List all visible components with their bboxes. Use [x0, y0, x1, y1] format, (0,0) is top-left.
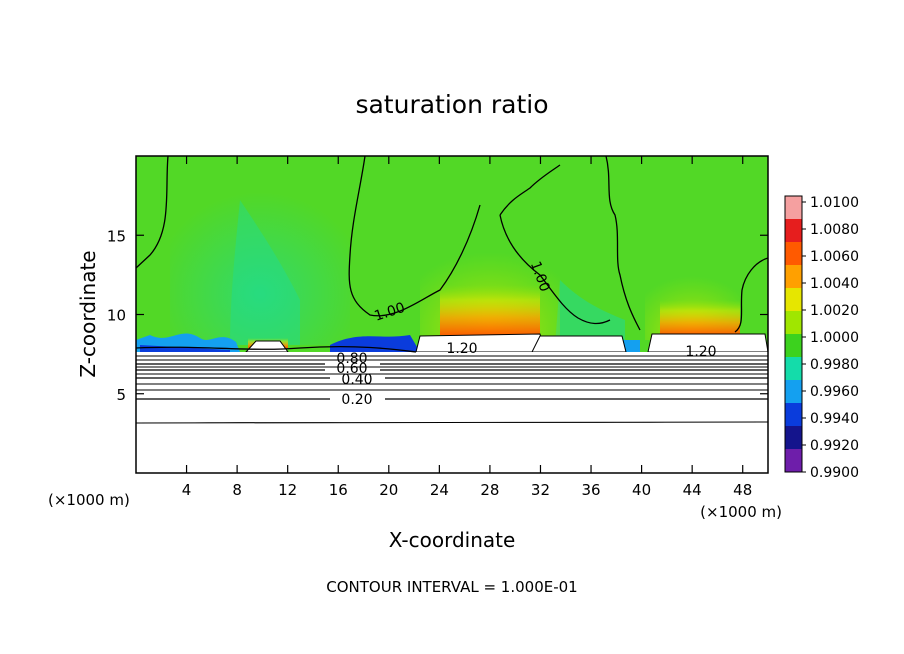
cloud-region — [531, 335, 627, 353]
colorbar-swatch — [785, 196, 802, 220]
x-tick-label: 44 — [683, 481, 702, 499]
colorbar-label: 1.0080 — [810, 222, 859, 238]
contour-line-1.00 — [348, 156, 481, 317]
colorbar-swatch — [785, 334, 802, 358]
colorbar-swatch — [785, 242, 802, 266]
x-axis-unit-right: (×1000 m) — [700, 503, 782, 521]
x-tick-label: 48 — [733, 481, 752, 499]
field-cyan-zone — [555, 280, 625, 345]
contour-line-1.00 — [605, 156, 641, 331]
field-blue-zone — [330, 335, 420, 352]
contour-interval-note: CONTOUR INTERVAL = 1.000E-01 — [326, 578, 577, 596]
colorbar-swatch — [785, 357, 802, 381]
colorbar-label: 0.9960 — [810, 384, 859, 400]
contour-label: 1.20 — [446, 341, 477, 357]
colorbar-swatch — [785, 380, 802, 404]
contour-line-1.00 — [499, 214, 611, 325]
x-tick-label: 24 — [430, 481, 449, 499]
field-cyan-zone — [230, 200, 300, 345]
contour-label: 0.40 — [341, 372, 372, 388]
y-axis-label: Z-coordinate — [76, 250, 100, 377]
x-tick-label: 20 — [379, 481, 398, 499]
contour-line — [136, 421, 768, 424]
x-axis-ticks: 4 8 12 16 20 24 28 32 36 40 44 48 — [182, 156, 752, 499]
contour-line-1.00 — [136, 156, 169, 269]
colorbar-label: 0.9980 — [810, 357, 859, 373]
colorbar-swatch — [785, 219, 802, 243]
contour-line-1.00 — [136, 346, 417, 353]
colorbar-label: 0.9900 — [810, 465, 859, 481]
x-tick-label: 16 — [329, 481, 348, 499]
colorbar-label: 1.0000 — [810, 330, 859, 346]
colorbar-label: 0.9940 — [810, 411, 859, 427]
chart-title: saturation ratio — [355, 90, 548, 119]
x-tick-label: 12 — [278, 481, 297, 499]
cloud-region — [415, 333, 546, 353]
contour-line-1.00 — [499, 164, 561, 216]
colorbar: 1.0100 1.0080 1.0060 1.0040 1.0020 1.0000 0.99… — [784, 195, 859, 481]
colorbar-label: 1.0060 — [810, 249, 859, 265]
x-axis-unit-left: (×1000 m) — [48, 491, 130, 509]
colorbar-swatch — [785, 403, 802, 427]
y-axis-ticks: 5 10 15 — [107, 227, 768, 404]
field-lower-layer — [136, 352, 768, 473]
plot-area — [136, 156, 768, 473]
field-cyan-zone — [170, 175, 350, 345]
colorbar-swatch — [785, 311, 802, 335]
contour-labels: 1.00 1.00 1.20 1.20 0.80 0.60 0.40 0.20 — [336, 259, 716, 408]
field-orange-zone — [660, 300, 740, 335]
colorbar-label: 1.0040 — [810, 276, 859, 292]
y-tick-label: 15 — [107, 227, 126, 245]
contour-line-1.00 — [734, 257, 768, 333]
x-tick-label: 36 — [581, 481, 600, 499]
x-tick-label: 8 — [232, 481, 242, 499]
contour-label: 0.20 — [341, 392, 372, 408]
colorbar-frame — [784, 195, 803, 473]
x-tick-label: 40 — [632, 481, 651, 499]
colorbar-swatch — [785, 449, 802, 473]
colorbar-swatch — [785, 426, 802, 450]
colorbar-label: 1.0100 — [810, 195, 859, 211]
y-tick-label: 5 — [116, 386, 126, 404]
x-axis-label: X-coordinate — [389, 528, 516, 552]
contour-label: 0.60 — [336, 361, 367, 377]
x-tick-label: 28 — [480, 481, 499, 499]
colorbar-swatch — [785, 288, 802, 312]
contour-label: 1.20 — [685, 344, 716, 360]
colorbar-swatch — [785, 265, 802, 289]
x-tick-label: 4 — [182, 481, 192, 499]
contour-label: 0.80 — [336, 351, 367, 367]
field-orange-zone — [440, 285, 540, 335]
colorbar-label: 1.0020 — [810, 303, 859, 319]
colorbar-label: 0.9920 — [810, 438, 859, 454]
x-tick-label: 32 — [531, 481, 550, 499]
y-tick-label: 10 — [107, 307, 126, 325]
